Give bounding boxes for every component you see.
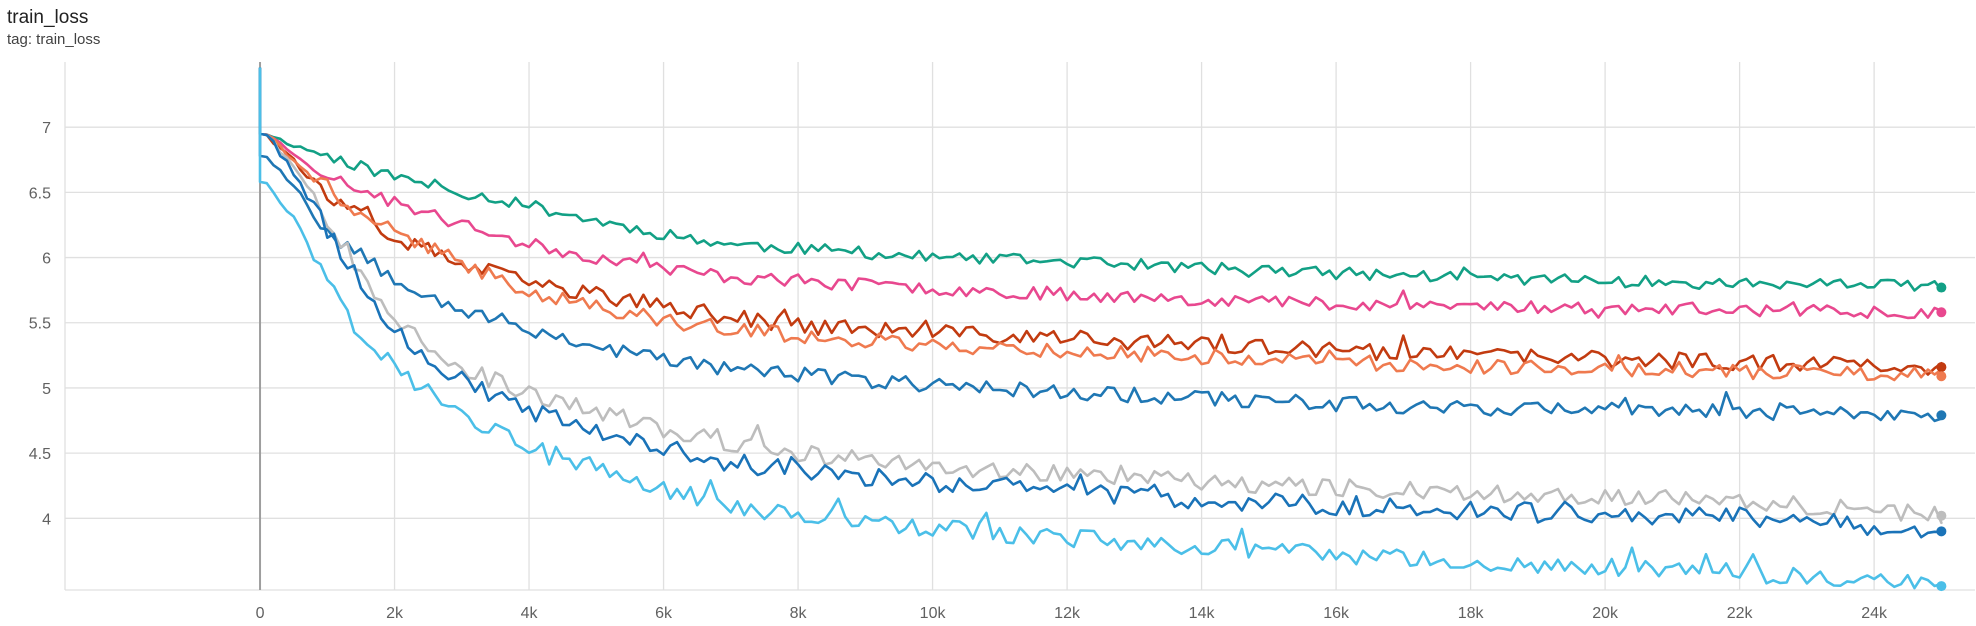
series-line-2[interactable] xyxy=(258,67,1943,320)
series-line-3[interactable] xyxy=(258,67,1943,376)
x-tick-label: 6k xyxy=(655,605,673,622)
x-tick-label: 24k xyxy=(1861,605,1888,622)
x-tick-label: 0 xyxy=(256,605,265,622)
series-end-marker-7[interactable] xyxy=(1936,526,1947,537)
y-tick-label: 6 xyxy=(42,251,51,268)
series-group xyxy=(258,67,1943,590)
y-tick-label: 5 xyxy=(42,381,51,398)
chart-title: train_loss xyxy=(7,7,89,28)
series-end-marker-4[interactable] xyxy=(1936,371,1947,382)
series-end-marker-6[interactable] xyxy=(1936,510,1947,521)
card-header: train_loss tag: train_loss xyxy=(7,6,100,50)
series-line-6[interactable] xyxy=(258,67,1943,525)
y-tick-label: 4 xyxy=(42,511,51,528)
x-tick-label: 22k xyxy=(1727,605,1754,622)
series-end-marker-2[interactable] xyxy=(1936,307,1947,318)
x-tick-label: 20k xyxy=(1592,605,1619,622)
x-tick-label: 2k xyxy=(386,605,404,622)
series-line-5[interactable] xyxy=(258,67,1943,423)
y-tick-label: 6.5 xyxy=(29,185,51,202)
series-line-7[interactable] xyxy=(258,67,1943,539)
x-tick-label: 4k xyxy=(521,605,539,622)
series-line-1[interactable] xyxy=(258,67,1943,292)
series-end-marker-8[interactable] xyxy=(1936,581,1947,592)
x-tick-label: 18k xyxy=(1458,605,1485,622)
x-tick-label: 16k xyxy=(1323,605,1350,622)
series-end-marker-3[interactable] xyxy=(1936,362,1947,373)
series-end-marker-5[interactable] xyxy=(1936,410,1947,421)
x-tick-label: 12k xyxy=(1054,605,1081,622)
series-line-8[interactable] xyxy=(258,67,1943,590)
y-tick-label: 7 xyxy=(42,120,51,137)
series-line-4[interactable] xyxy=(258,67,1943,382)
x-tick-label: 8k xyxy=(790,605,808,622)
y-tick-label: 4.5 xyxy=(29,446,51,463)
x-tick-label: 10k xyxy=(920,605,947,622)
y-tick-label: 5.5 xyxy=(29,316,51,333)
chart-tag: tag: train_loss xyxy=(7,31,101,48)
x-tick-label: 14k xyxy=(1189,605,1216,622)
series-end-marker-1[interactable] xyxy=(1936,282,1947,293)
